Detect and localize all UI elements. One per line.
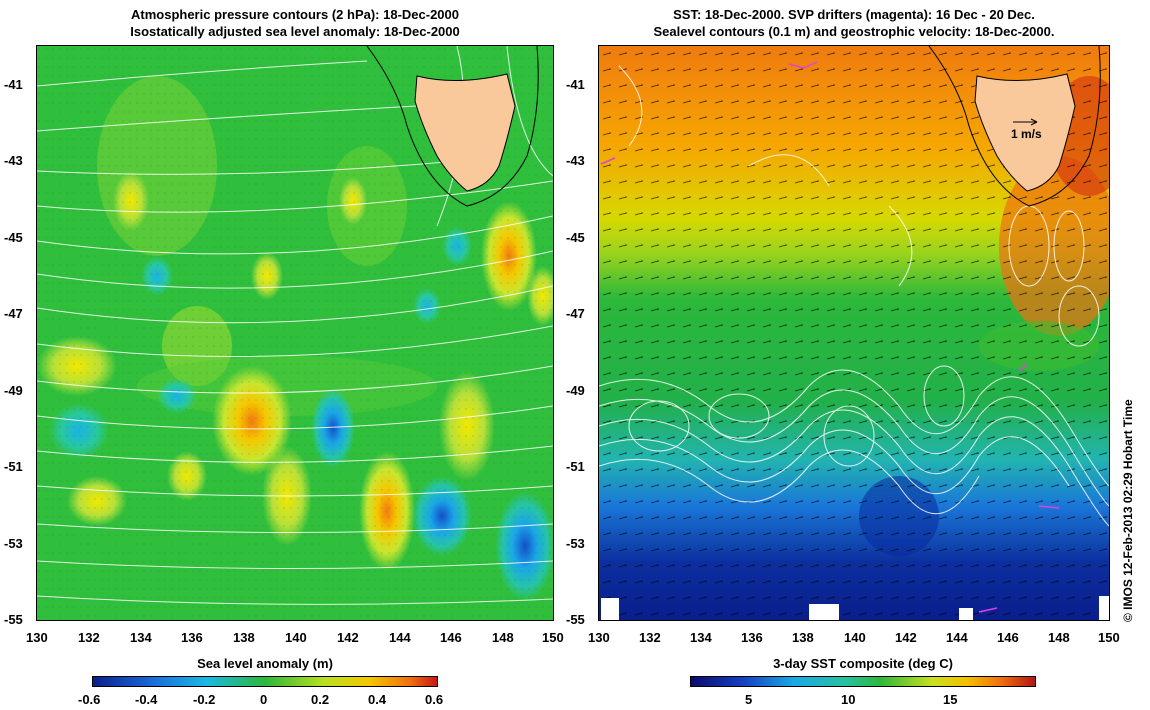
sst-map-graphic: 1 m/s — [599, 46, 1109, 620]
x-tick-label: 140 — [844, 630, 866, 645]
x-tick-label: 142 — [895, 630, 917, 645]
colorbar-tick-label: 15 — [943, 692, 958, 707]
imos-credit: © IMOS 12-Feb-2013 02:29 Hobart Time — [1121, 399, 1135, 622]
x-tick-label: 146 — [997, 630, 1019, 645]
colorbar-tick-label: -0.2 — [193, 692, 216, 707]
y-tick-label: -47 — [566, 306, 585, 321]
missing-data-patches — [601, 596, 1109, 620]
colorbar-tick-label: 0.6 — [425, 692, 444, 707]
velocity-scale: 1 m/s — [1011, 118, 1042, 141]
colorbar-tick-label: 0.2 — [311, 692, 330, 707]
colorbar-tick-label: 5 — [745, 692, 753, 707]
y-tick-label: -55 — [566, 612, 585, 627]
x-tick-label: 130 — [588, 630, 610, 645]
x-tick-label: 132 — [78, 630, 100, 645]
left-title-line2: Isostatically adjusted sea level anomaly… — [130, 24, 460, 39]
x-tick-label: 144 — [389, 630, 411, 645]
y-tick-label: -51 — [566, 459, 585, 474]
y-tick-label: -53 — [566, 536, 585, 551]
colorbar-tick-label: -0.4 — [135, 692, 158, 707]
right-title: SST: 18-Dec-2000. SVP drifters (magenta)… — [598, 6, 1110, 40]
tasmania-landmass — [974, 73, 1076, 192]
sst-colorbar — [690, 676, 1036, 687]
sea-level-anomaly-map — [36, 45, 554, 621]
tasmania-landmass — [414, 73, 516, 192]
x-tick-label: 134 — [690, 630, 712, 645]
sst-map: 1 m/s — [598, 45, 1110, 621]
x-tick-label: 148 — [1048, 630, 1070, 645]
colorbar-tick-label: -0.6 — [78, 692, 101, 707]
y-tick-label: -43 — [4, 153, 23, 168]
svp-drifter-tracks — [600, 61, 1060, 613]
y-tick-label: -43 — [566, 153, 585, 168]
velocity-scale-label: 1 m/s — [1011, 127, 1042, 141]
left-title-line1: Atmospheric pressure contours (2 hPa): 1… — [131, 7, 459, 22]
y-tick-label: -47 — [4, 306, 23, 321]
x-tick-label: 130 — [26, 630, 48, 645]
colorbar-tick-label: 0 — [260, 692, 268, 707]
y-tick-label: -49 — [566, 383, 585, 398]
y-tick-label: -45 — [566, 230, 585, 245]
y-tick-label: -53 — [4, 536, 23, 551]
y-tick-label: -45 — [4, 230, 23, 245]
x-tick-label: 142 — [337, 630, 359, 645]
x-tick-label: 134 — [130, 630, 152, 645]
x-tick-label: 150 — [1098, 630, 1120, 645]
x-tick-label: 144 — [946, 630, 968, 645]
x-tick-label: 146 — [440, 630, 462, 645]
sla-colorbar — [92, 676, 438, 687]
pressure-contours — [37, 46, 553, 605]
x-tick-label: 138 — [792, 630, 814, 645]
y-tick-label: -41 — [4, 77, 23, 92]
colorbar-tick-label: 10 — [841, 692, 856, 707]
left-colorbar-title: Sea level anomaly (m) — [197, 656, 333, 671]
y-tick-label: -41 — [566, 77, 585, 92]
right-title-line1: SST: 18-Dec-2000. SVP drifters (magenta)… — [673, 7, 1035, 22]
x-tick-label: 136 — [181, 630, 203, 645]
y-tick-label: -55 — [4, 612, 23, 627]
left-title: Atmospheric pressure contours (2 hPa): 1… — [36, 6, 554, 40]
x-tick-label: 136 — [741, 630, 763, 645]
sla-map-graphic — [37, 46, 553, 620]
sealevel-contours — [599, 65, 1109, 527]
x-tick-label: 138 — [233, 630, 255, 645]
y-tick-label: -51 — [4, 459, 23, 474]
y-tick-label: -49 — [4, 383, 23, 398]
x-tick-label: 150 — [542, 630, 564, 645]
x-tick-label: 148 — [492, 630, 514, 645]
x-tick-label: 140 — [285, 630, 307, 645]
colorbar-tick-label: 0.4 — [368, 692, 387, 707]
right-colorbar-title: 3-day SST composite (deg C) — [773, 656, 953, 671]
x-tick-label: 132 — [639, 630, 661, 645]
right-title-line2: Sealevel contours (0.1 m) and geostrophi… — [653, 24, 1055, 39]
